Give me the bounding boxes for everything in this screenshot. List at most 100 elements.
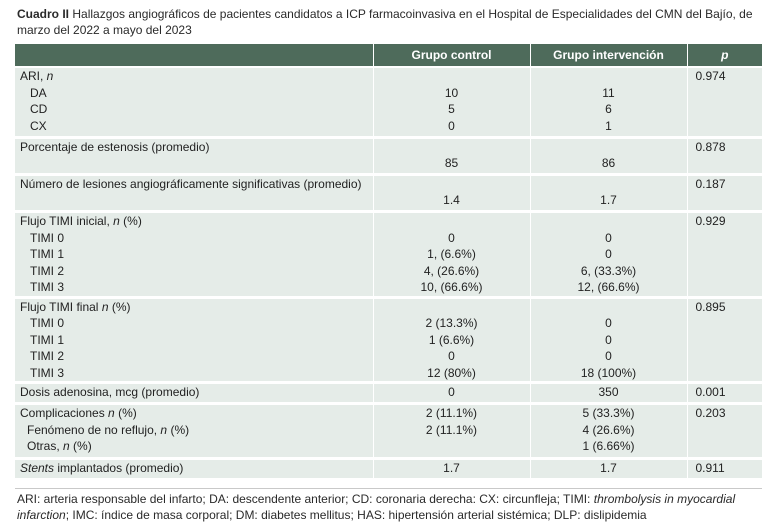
cell-intervention: 11 xyxy=(530,84,688,101)
caption-text: Hallazgos angiográficos de pacientes can… xyxy=(17,7,753,37)
header-control: Grupo control xyxy=(373,44,531,67)
cell-p xyxy=(687,246,762,263)
row-label: TIMI 1 xyxy=(15,331,374,348)
cell-control xyxy=(373,438,531,458)
cell-p: 0.203 xyxy=(687,402,762,422)
cell-intervention xyxy=(530,66,688,85)
cell-intervention: 1 (6.66%) xyxy=(530,438,688,458)
cell-control: 85 xyxy=(373,136,531,175)
cell-intervention: 0 xyxy=(530,348,688,365)
table-row-lesiones: Número de lesiones angiográficamente sig… xyxy=(15,173,762,212)
table-row: Fenómeno de no reflujo, n (%) 2 (11.1%) … xyxy=(15,421,762,438)
cell-p xyxy=(687,421,762,438)
header-p: p xyxy=(687,44,762,67)
table-row: TIMI 2 0 0 xyxy=(15,348,762,365)
row-label: Complicaciones n (%) xyxy=(15,402,374,422)
cell-p xyxy=(687,84,762,101)
table-row-complicaciones: Complicaciones n (%) 2 (11.1%) 5 (33.3%)… xyxy=(15,402,762,422)
row-label: ARI, n xyxy=(15,66,374,85)
table-row: Otras, n (%) 1 (6.66%) xyxy=(15,438,762,458)
cell-p xyxy=(687,229,762,246)
row-label: DA xyxy=(15,84,374,101)
row-label: Flujo TIMI final n (%) xyxy=(15,295,374,315)
row-label: TIMI 0 xyxy=(15,229,374,246)
row-label: Porcentaje de estenosis (promedio) xyxy=(15,136,374,175)
cell-control: 2 (11.1%) xyxy=(373,421,531,438)
cell-control: 0 xyxy=(373,117,531,138)
cell-control: 10 xyxy=(373,84,531,101)
caption-label: Cuadro II xyxy=(17,7,70,21)
table-row-estenosis: Porcentaje de estenosis (promedio) 85 86… xyxy=(15,136,762,175)
table-footnote: ARI: arteria responsable del infarto; DA… xyxy=(17,492,736,522)
row-label: Número de lesiones angiográficamente sig… xyxy=(15,173,374,212)
cell-control: 0 xyxy=(373,348,531,365)
cell-p xyxy=(687,331,762,348)
cell-p xyxy=(687,438,762,458)
header-variable xyxy=(15,44,374,67)
row-label: Dosis adenosina, mcg (promedio) xyxy=(15,381,374,404)
cell-intervention: 86 xyxy=(530,136,688,175)
cell-intervention: 350 xyxy=(530,381,688,404)
cell-control: 2 (13.3%) xyxy=(373,315,531,332)
cell-control: 0 xyxy=(373,381,531,404)
row-label: TIMI 0 xyxy=(15,315,374,332)
table-row-timi-inicial: Flujo TIMI inicial, n (%) 0.929 xyxy=(15,210,762,230)
cell-intervention xyxy=(530,295,688,315)
cell-p xyxy=(687,101,762,118)
row-label: Fenómeno de no reflujo, n (%) xyxy=(15,421,374,438)
cell-p xyxy=(687,262,762,279)
cell-p: 0.974 xyxy=(687,66,762,85)
table-row: TIMI 0 0 0 xyxy=(15,229,762,246)
cell-intervention: 5 (33.3%) xyxy=(530,402,688,422)
row-label: TIMI 1 xyxy=(15,246,374,263)
row-label: TIMI 3 xyxy=(15,364,374,383)
cell-control: 5 xyxy=(373,101,531,118)
table-row: TIMI 2 4, (26.6%) 6, (33.3%) xyxy=(15,262,762,279)
cell-intervention xyxy=(530,210,688,230)
cell-p: 0.187 xyxy=(687,173,762,212)
table-row: TIMI 0 2 (13.3%) 0 xyxy=(15,315,762,332)
cell-p xyxy=(687,315,762,332)
cell-control: 4, (26.6%) xyxy=(373,262,531,279)
table-row: CD 5 6 xyxy=(15,101,762,118)
cell-intervention: 0 xyxy=(530,315,688,332)
cell-control xyxy=(373,210,531,230)
cell-control xyxy=(373,66,531,85)
header-row: Grupo control Grupo intervención p xyxy=(15,44,762,67)
table-row: TIMI 3 12 (80%) 18 (100%) xyxy=(15,364,762,383)
cell-intervention: 6 xyxy=(530,101,688,118)
cell-control: 2 (11.1%) xyxy=(373,402,531,422)
row-label: CX xyxy=(15,117,374,138)
table-row: DA 10 11 xyxy=(15,84,762,101)
table-row-stents: Stents implantados (promedio) 1.7 1.7 0.… xyxy=(15,456,762,478)
cell-control: 1 (6.6%) xyxy=(373,331,531,348)
cell-intervention: 1.7 xyxy=(530,456,688,478)
cell-control: 1, (6.6%) xyxy=(373,246,531,263)
cell-intervention: 12, (66.6%) xyxy=(530,279,688,297)
table-row-ari: ARI, n 0.974 xyxy=(15,66,762,85)
cell-p: 0.911 xyxy=(687,456,762,478)
row-label: CD xyxy=(15,101,374,118)
cell-intervention: 6, (33.3%) xyxy=(530,262,688,279)
cell-p xyxy=(687,117,762,138)
row-label: TIMI 2 xyxy=(15,348,374,365)
table-row-adenosina: Dosis adenosina, mcg (promedio) 0 350 0.… xyxy=(15,381,762,404)
table-row: TIMI 3 10, (66.6%) 12, (66.6%) xyxy=(15,279,762,297)
row-label: TIMI 2 xyxy=(15,262,374,279)
table-row: TIMI 1 1, (6.6%) 0 xyxy=(15,246,762,263)
row-label: Flujo TIMI inicial, n (%) xyxy=(15,210,374,230)
cell-control: 1.4 xyxy=(373,173,531,212)
footnote-divider xyxy=(15,488,762,489)
cell-p xyxy=(687,348,762,365)
row-label: Otras, n (%) xyxy=(15,438,374,458)
cell-p: 0.878 xyxy=(687,136,762,175)
table-row: TIMI 1 1 (6.6%) 0 xyxy=(15,331,762,348)
row-label: Stents implantados (promedio) xyxy=(15,456,374,478)
cell-p: 0.001 xyxy=(687,381,762,404)
cell-intervention: 1.7 xyxy=(530,173,688,212)
table-row: CX 0 1 xyxy=(15,117,762,138)
cell-intervention: 18 (100%) xyxy=(530,364,688,383)
table-row-timi-final: Flujo TIMI final n (%) 0.895 xyxy=(15,295,762,315)
cell-control: 10, (66.6%) xyxy=(373,279,531,297)
cell-p: 0.929 xyxy=(687,210,762,230)
